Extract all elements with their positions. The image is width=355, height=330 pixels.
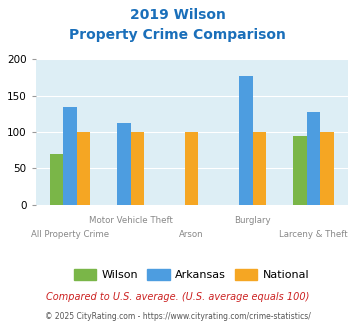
Bar [239, 76, 253, 205]
Text: 2019 Wilson: 2019 Wilson [130, 8, 225, 22]
Text: Arson: Arson [179, 230, 204, 239]
Text: © 2025 CityRating.com - https://www.cityrating.com/crime-statistics/: © 2025 CityRating.com - https://www.city… [45, 312, 310, 321]
Text: Larceny & Theft: Larceny & Theft [279, 230, 348, 239]
Bar [294, 136, 307, 205]
Text: Property Crime Comparison: Property Crime Comparison [69, 28, 286, 42]
Bar [77, 132, 90, 205]
Text: All Property Crime: All Property Crime [31, 230, 109, 239]
Bar [185, 132, 198, 205]
Bar [320, 132, 334, 205]
Bar [131, 132, 144, 205]
Bar [307, 112, 320, 205]
Text: Burglary: Burglary [234, 216, 271, 225]
Text: Motor Vehicle Theft: Motor Vehicle Theft [89, 216, 173, 225]
Bar [118, 123, 131, 205]
Text: Compared to U.S. average. (U.S. average equals 100): Compared to U.S. average. (U.S. average … [46, 292, 309, 302]
Bar [253, 132, 266, 205]
Bar [63, 107, 77, 205]
Bar [50, 154, 63, 205]
Legend: Wilson, Arkansas, National: Wilson, Arkansas, National [71, 265, 313, 283]
